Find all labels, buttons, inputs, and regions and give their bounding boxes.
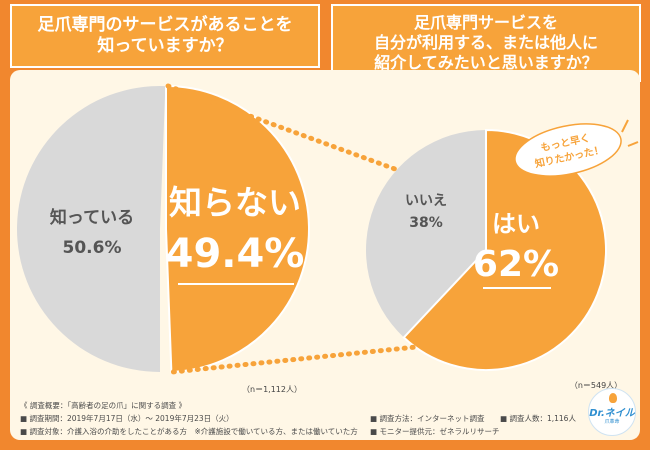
value-unknown: 49.4% xyxy=(166,231,305,277)
pie-slice-unknown xyxy=(165,84,310,373)
footer-target: ■ 調査対象：介護入浴の介助をしたことがある方 ※介護施設で働いている方、または… xyxy=(20,427,358,436)
brand-logo: Dr.ネイル 爪革命 xyxy=(588,388,636,436)
logo-name: Dr.ネイル xyxy=(589,408,635,419)
footer-count: ■ 調査人数：1,116人 xyxy=(500,414,576,423)
annotation-spark-2 xyxy=(627,141,639,147)
connector-bottom xyxy=(170,344,418,375)
label-known: 知っている xyxy=(49,207,134,228)
footer-method: ■ 調査方法：インターネット調査 xyxy=(370,414,485,423)
value-known: 50.6% xyxy=(63,238,122,258)
annotation-bubble xyxy=(514,123,622,177)
value-yes: 62% xyxy=(473,244,559,285)
footer-period: ■ 調査期間：2019年7月17日（水）～ 2019年7月23日（火） xyxy=(20,414,234,423)
footer-title: 《 調査概要：「高齢者の足の爪」に関する調査 》 xyxy=(20,401,187,410)
value-no: 38% xyxy=(409,215,443,231)
pie-slice-known xyxy=(16,85,166,372)
logo-subtitle: 爪革命 xyxy=(604,419,620,425)
question-right-box: 足爪専門サービスを 自分が利用する、または他人に 紹介してみたいと思いますか？ xyxy=(331,4,641,82)
question-right-text: 足爪専門サービスを 自分が利用する、または他人に 紹介してみたいと思いますか？ xyxy=(373,13,598,72)
label-unknown: 知らない xyxy=(169,183,301,222)
pie-slice-no xyxy=(366,130,486,338)
footer-provider: ■ モニター提供元：ゼネラルリサーチ xyxy=(370,427,500,436)
label-yes: はい xyxy=(492,210,540,238)
sample-right: （n＝549人） xyxy=(570,381,622,390)
annotation-spark-1 xyxy=(621,119,629,133)
person-figure-icon xyxy=(609,393,617,403)
question-left-box: 足爪専門のサービスがあることを 知っていますか？ xyxy=(10,4,320,68)
question-left-text: 足爪専門のサービスがあることを 知っていますか？ xyxy=(37,14,293,56)
connector-top xyxy=(165,83,400,173)
sample-left: （n＝1,112人） xyxy=(242,385,302,394)
label-no: いいえ xyxy=(405,193,447,209)
